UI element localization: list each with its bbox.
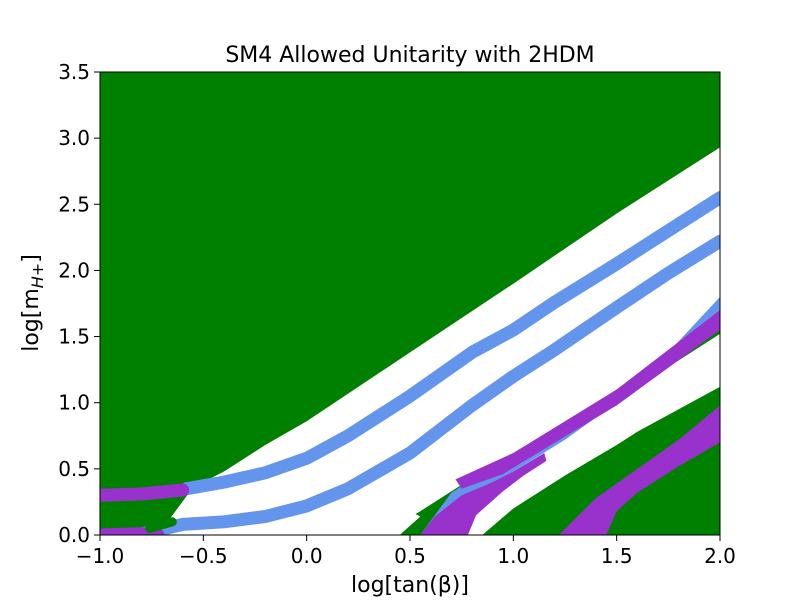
y-axis: 0.0 0.5 1.0 1.5 2.0 2.5 3.0 3.5	[58, 60, 100, 547]
y-tick-label: 3.0	[58, 126, 90, 150]
y-tick-label: 1.0	[58, 391, 90, 415]
x-tick-label: −1.0	[76, 544, 125, 568]
region-purple-bottom-left-wedge	[420, 453, 547, 535]
y-tick-label: 0.0	[58, 523, 90, 547]
region-white-lower-left-sliver	[368, 511, 421, 535]
y-tick-label: 3.5	[58, 60, 90, 84]
curve-blue-upper-curve	[180, 191, 720, 496]
x-tick-label: 0.0	[291, 544, 323, 568]
x-axis: −1.0 −0.5 0.0 0.5 1.0 1.5 2.0	[76, 535, 736, 568]
x-tick-label: 1.5	[601, 544, 633, 568]
y-tick-label: 2.5	[58, 192, 90, 216]
x-tick-label: −0.5	[179, 544, 228, 568]
x-tick-label: 1.0	[497, 544, 529, 568]
y-tick-label: 1.5	[58, 325, 90, 349]
region-white-main-band	[157, 147, 720, 535]
x-tick-label: 2.0	[704, 544, 736, 568]
x-axis-label: log[tan(β)]	[351, 573, 469, 598]
curve-green-small-stub	[145, 517, 177, 533]
y-axis-label: log[mH+]	[19, 254, 47, 352]
y-tick-label: 2.0	[58, 258, 90, 282]
y-tick-label: 0.5	[58, 457, 90, 481]
plot-area	[100, 72, 720, 535]
curve-blue-middle-curve	[130, 234, 720, 535]
region-purple-lower-right-band	[455, 310, 720, 489]
region-purple-bottom-right-wedge	[558, 405, 720, 535]
x-tick-label: 0.5	[394, 544, 426, 568]
curve-purple-left-curve-top	[100, 483, 190, 502]
chart-title: SM4 Allowed Unitarity with 2HDM	[225, 43, 594, 68]
